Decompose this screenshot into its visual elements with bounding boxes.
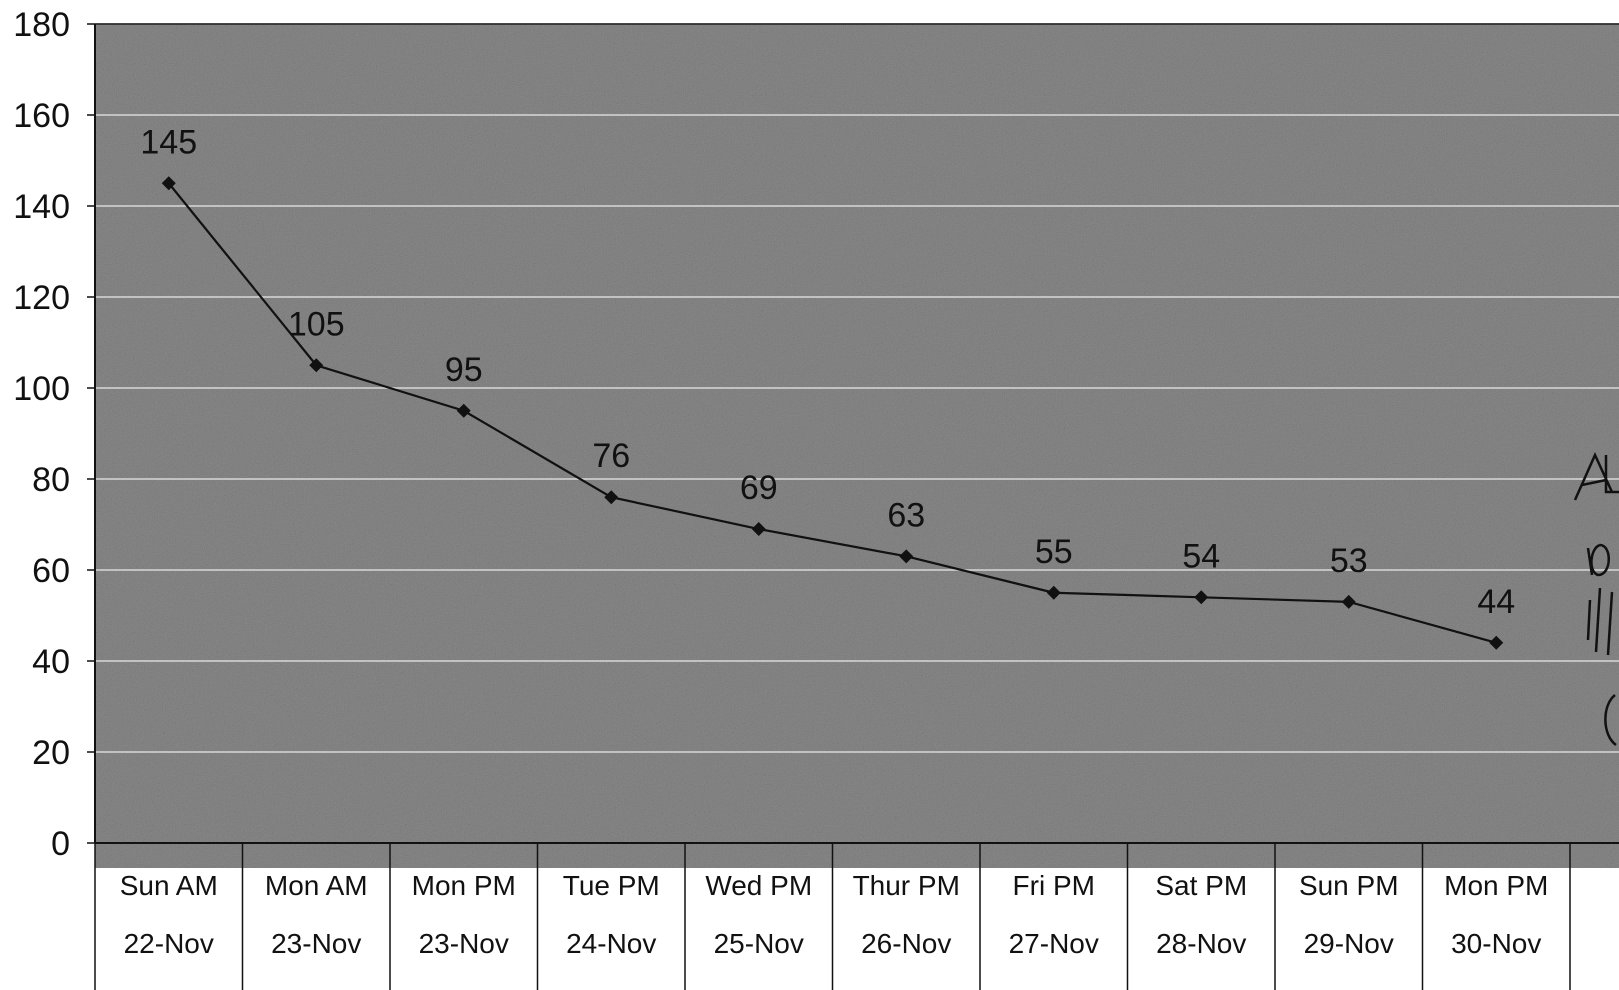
category-date-label: 23-Nov bbox=[419, 928, 509, 959]
handwritten-annotation bbox=[1573, 451, 1619, 747]
data-label: 95 bbox=[445, 351, 483, 389]
y-tick-label: 60 bbox=[32, 552, 70, 590]
y-tick-label: 20 bbox=[32, 734, 70, 772]
category-date-label: 25-Nov bbox=[714, 928, 804, 959]
category-label: Tue PM bbox=[563, 870, 660, 901]
data-points bbox=[161, 176, 1504, 650]
data-point-marker bbox=[1489, 635, 1504, 650]
data-label: 63 bbox=[887, 496, 925, 534]
category-date-label: 29-Nov bbox=[1304, 928, 1394, 959]
y-tick-label: 100 bbox=[13, 370, 70, 408]
category-table: Sun AM 22-Nov Mon AM 23-Nov Mon PM 23-Nov Tue … bbox=[94, 843, 1571, 990]
data-point-marker bbox=[1194, 590, 1209, 605]
y-tick-label: 40 bbox=[32, 643, 70, 681]
category-label: Mon AM bbox=[265, 870, 368, 901]
y-tick-label: 0 bbox=[51, 825, 70, 863]
y-tick-label: 160 bbox=[13, 97, 70, 135]
category-date-label: 27-Nov bbox=[1009, 928, 1099, 959]
category-label: Wed PM bbox=[705, 870, 812, 901]
category-date-label: 30-Nov bbox=[1451, 928, 1541, 959]
data-point-marker bbox=[604, 490, 619, 505]
category-date-label: 23-Nov bbox=[271, 928, 361, 959]
category-label: Sun PM bbox=[1299, 870, 1399, 901]
category-date-label: 26-Nov bbox=[861, 928, 951, 959]
data-point-marker bbox=[161, 176, 176, 191]
y-tick-label: 80 bbox=[32, 461, 70, 499]
data-labels: 145 105 95 76 69 63 55 54 53 44 bbox=[140, 123, 1515, 621]
data-point-marker bbox=[456, 403, 471, 418]
data-label: 55 bbox=[1035, 533, 1073, 571]
data-label: 145 bbox=[140, 123, 197, 161]
data-point-marker bbox=[899, 549, 914, 564]
data-label: 69 bbox=[740, 469, 778, 507]
y-tick-label: 120 bbox=[13, 279, 70, 317]
category-label: Mon PM bbox=[412, 870, 516, 901]
y-axis-tick-labels: 0 20 40 60 80 100 120 140 160 180 bbox=[13, 6, 70, 863]
category-label: Thur PM bbox=[853, 870, 960, 901]
category-label: Sun AM bbox=[120, 870, 218, 901]
data-label: 54 bbox=[1182, 537, 1220, 575]
y-tick-label: 180 bbox=[13, 6, 70, 44]
category-label: Mon PM bbox=[1444, 870, 1548, 901]
data-point-marker bbox=[751, 522, 766, 537]
data-label: 53 bbox=[1330, 542, 1368, 580]
data-label: 105 bbox=[288, 305, 345, 343]
category-date-label: 24-Nov bbox=[566, 928, 656, 959]
data-point-marker bbox=[1046, 585, 1061, 600]
data-label: 76 bbox=[592, 437, 630, 475]
category-label: Fri PM bbox=[1013, 870, 1095, 901]
category-date-label: 22-Nov bbox=[124, 928, 214, 959]
data-point-marker bbox=[1341, 594, 1356, 609]
category-label: Sat PM bbox=[1155, 870, 1247, 901]
series-line bbox=[167, 182, 1497, 644]
plot-area bbox=[95, 24, 1619, 868]
series-line-path bbox=[167, 182, 1497, 644]
category-date-label: 28-Nov bbox=[1156, 928, 1246, 959]
data-label: 44 bbox=[1477, 583, 1515, 621]
data-point-marker bbox=[309, 358, 324, 373]
y-tick-label: 140 bbox=[13, 188, 70, 226]
axes bbox=[94, 23, 1619, 844]
